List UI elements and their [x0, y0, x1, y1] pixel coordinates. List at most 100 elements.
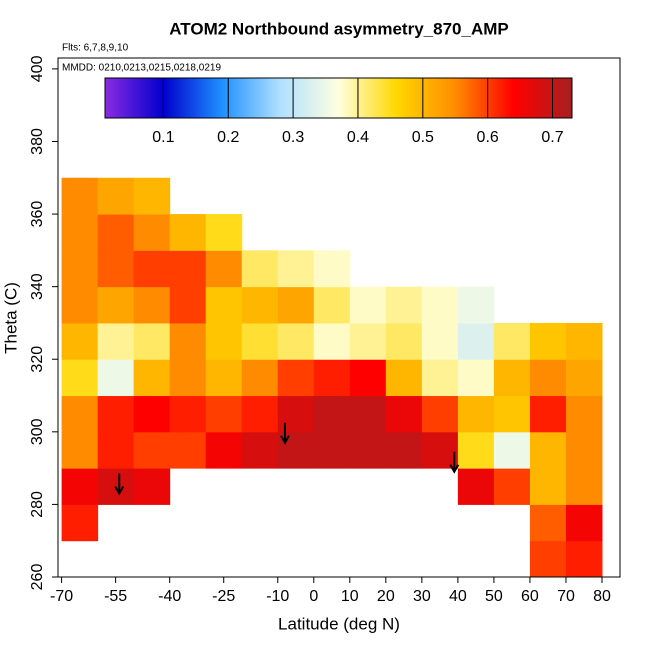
- heat-cell: [277, 250, 315, 288]
- heat-cell: [385, 431, 423, 469]
- heat-cell: [241, 395, 279, 433]
- heat-cell: [529, 359, 567, 397]
- heat-cell: [61, 250, 99, 288]
- y-axis-label: Theta (C): [1, 282, 20, 354]
- heat-cell: [457, 431, 495, 469]
- colorbar-tick-label: 0.5: [412, 129, 434, 146]
- heat-cell: [529, 540, 567, 578]
- heat-cell: [349, 322, 387, 360]
- heat-cell: [97, 177, 135, 215]
- heat-cell: [205, 214, 243, 251]
- heat-cell: [529, 395, 567, 433]
- heat-cell: [169, 322, 207, 360]
- heat-cell: [205, 359, 243, 397]
- heat-cell: [493, 322, 531, 360]
- x-tick-label: -25: [212, 588, 235, 605]
- colorbar: [104, 77, 573, 119]
- marker-arrow: [280, 422, 290, 445]
- heat-cell: [61, 359, 99, 397]
- heat-cell: [97, 322, 135, 360]
- x-tick-label: 50: [485, 588, 503, 605]
- x-tick-label: 0: [309, 588, 318, 605]
- x-tick-label: -70: [50, 588, 73, 605]
- heat-cell: [313, 286, 351, 324]
- heat-cell: [529, 504, 567, 542]
- annotation: MMDD: 0210,0213,0215,0218,0219: [62, 63, 221, 74]
- heat-cell: [565, 359, 603, 397]
- y-tick-label: 300: [29, 418, 46, 445]
- heat-cell: [97, 286, 135, 324]
- x-tick-label: 30: [413, 588, 431, 605]
- heat-cell: [241, 359, 279, 397]
- heat-cell: [565, 431, 603, 469]
- y-tick-label: 340: [29, 273, 46, 300]
- x-tick-label: 20: [377, 588, 395, 605]
- x-tick-label: 80: [593, 588, 611, 605]
- heat-cell: [61, 431, 99, 469]
- heat-cell: [61, 177, 99, 215]
- heat-cell: [277, 286, 315, 324]
- heat-cell: [313, 431, 351, 469]
- heat-cell: [277, 395, 315, 433]
- y-tick-label: 280: [29, 491, 46, 518]
- heat-cell: [565, 395, 603, 433]
- colorbar-tick-label: 0.6: [477, 129, 499, 146]
- heat-cell: [61, 395, 99, 433]
- x-axis-label: Latitude (deg N): [278, 614, 400, 633]
- colorbar-tick-label: 0.2: [217, 129, 239, 146]
- colorbar-tick-label: 0.1: [152, 129, 174, 146]
- heat-cell: [565, 322, 603, 360]
- heat-cell: [529, 322, 567, 360]
- marker-arrow: [114, 473, 125, 496]
- heat-cell: [169, 359, 207, 397]
- y-tick-label: 400: [29, 55, 46, 82]
- heat-cell: [277, 431, 315, 469]
- heat-cell: [457, 468, 495, 505]
- heat-cell: [313, 250, 351, 288]
- heat-cell: [169, 286, 207, 324]
- heat-cell: [385, 322, 423, 360]
- heat-cell: [169, 214, 207, 251]
- x-tick-label: -40: [158, 588, 181, 605]
- heat-cell: [133, 395, 171, 433]
- heat-cell: [493, 468, 531, 505]
- heat-cell: [97, 395, 135, 433]
- heat-cell: [313, 395, 351, 433]
- heat-cell: [205, 395, 243, 433]
- heat-cell: [565, 540, 603, 578]
- heat-cell: [61, 214, 99, 251]
- y-tick-label: 360: [29, 201, 46, 228]
- chart-title: ATOM2 Northbound asymmetry_870_AMP: [169, 19, 508, 38]
- heat-cell: [493, 359, 531, 397]
- annotation: Flts: 6,7,8,9,10: [62, 43, 129, 54]
- heat-cell: [421, 359, 459, 397]
- colorbar-tick-label: 0.3: [282, 129, 304, 146]
- heat-cell: [97, 431, 135, 469]
- heat-cell: [169, 431, 207, 469]
- heat-cell: [97, 359, 135, 397]
- heat-cell: [61, 504, 99, 542]
- colorbar-tick-label: 0.7: [541, 129, 563, 146]
- heat-cell: [529, 468, 567, 505]
- heat-cell: [421, 395, 459, 433]
- heat-cell: [241, 250, 279, 288]
- heat-cell: [133, 322, 171, 360]
- x-tick-label: -55: [104, 588, 127, 605]
- heat-cell: [457, 286, 495, 324]
- heat-cell: [133, 177, 171, 215]
- heat-cell: [169, 395, 207, 433]
- plot-frame: [57, 57, 621, 578]
- heat-cell: [421, 431, 459, 469]
- heat-cell: [205, 250, 243, 288]
- heat-cell: [457, 359, 495, 397]
- heat-cell: [277, 322, 315, 360]
- x-tick-label: -10: [266, 588, 289, 605]
- heat-cell: [349, 395, 387, 433]
- heat-cell: [457, 322, 495, 360]
- heat-cell: [565, 468, 603, 505]
- heat-cell: [385, 359, 423, 397]
- heat-cell: [349, 286, 387, 324]
- heat-cell: [169, 250, 207, 288]
- x-tick-label: 60: [521, 588, 539, 605]
